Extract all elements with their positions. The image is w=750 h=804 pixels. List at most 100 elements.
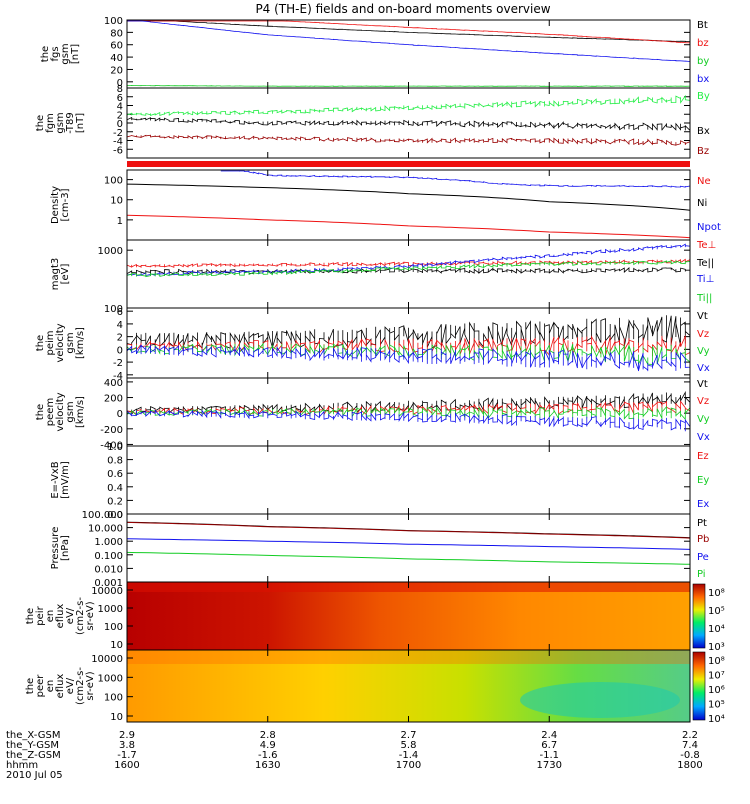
panel-10-ylabel-line: peer xyxy=(35,674,46,698)
spectrogram-band xyxy=(520,682,680,718)
panel-10-ylabel-line: sr-eV) xyxy=(85,671,96,700)
panel-3: Density [cm-3] 100 10 1 Ne Ni Npot xyxy=(50,169,721,241)
series-vx-line xyxy=(126,409,691,432)
series-ti-line xyxy=(126,260,691,278)
legend-entry-pi: Pi xyxy=(697,569,706,580)
panel-2-ylabel-line: fgm xyxy=(45,113,56,133)
panel-5-ylabel-line: the xyxy=(35,335,46,351)
legend-entry-npot: Npot xyxy=(697,222,721,233)
xaxis-value: -1.4 xyxy=(399,750,419,761)
legend-entry-by: by xyxy=(697,56,709,67)
legend-entry-ey: Ey xyxy=(697,475,709,486)
panel-2-ytick-label: 8 xyxy=(117,84,123,95)
panel-6-ytick-label: -200 xyxy=(100,425,123,436)
panel-10-ylabel-line: eV/ xyxy=(65,677,76,694)
series-vx-line xyxy=(126,344,691,373)
panel-2-ytick-label: 6 xyxy=(117,93,123,104)
xaxis-value: -1.1 xyxy=(539,750,559,761)
panel-3-ytick-label: 1 xyxy=(117,216,123,227)
panel-3-frame xyxy=(126,169,691,241)
legend-entry-bx: bx xyxy=(697,74,709,85)
legend-entry-ne: Ne xyxy=(697,176,711,187)
panel-1-ytick-label: 60 xyxy=(110,41,123,52)
colorbar-tick-label: 10⁸ xyxy=(708,656,725,667)
panel-7-ylabel-line: E=-VxB xyxy=(50,461,61,498)
colorbar-tick-label: 10⁷ xyxy=(708,671,725,682)
plot-title: P4 (TH-E) fields and on-board moments ov… xyxy=(255,2,550,16)
panel-9: the peir en eflux eV/(cm2-s-sr-eV) 10⁸ 10⁵ 10⁴ 1… xyxy=(25,581,725,653)
panel-7-ytick-label: 0.2 xyxy=(107,496,123,507)
panel-5: the peim velocity gsm [km/s] 6 4 20 -2 -4 Vt Vz Vy Vx xyxy=(35,307,710,382)
panel-5-ytick-label: 6 xyxy=(117,307,123,318)
xaxis-value: 4.9 xyxy=(260,740,276,751)
colorbar-tick-label: 10⁶ xyxy=(708,685,725,696)
panel-5-ylabel-line: [km/s] xyxy=(75,327,86,359)
panel-9-ylabel-line: eflux xyxy=(55,604,66,629)
panel-6-ytick-label: 400 xyxy=(104,378,123,389)
legend-entry-ti: Ti⊥ xyxy=(696,274,714,285)
series-pi-line xyxy=(126,551,691,565)
legend-entry-vx: Vx xyxy=(697,432,710,443)
series-by-line xyxy=(126,94,691,116)
series-vt-line xyxy=(126,315,691,349)
panel-2-ytick-label: -6 xyxy=(113,145,123,156)
legend-entry-vz: Vz xyxy=(697,396,709,407)
panel-6-ytick-label: 0 xyxy=(117,409,123,420)
xaxis-row-label: the_Z-GSM xyxy=(6,750,61,761)
panel-1-ytick-label: 40 xyxy=(110,53,123,64)
xaxis-value: 2.9 xyxy=(119,730,135,741)
panel-10: the peer en eflux eV/(cm2-s-sr-eV) 10⁸ 10⁷ 10⁶ 1… xyxy=(25,649,725,725)
xaxis-value: 1800 xyxy=(677,760,702,771)
legend-entry-te: Te⊥ xyxy=(696,240,716,251)
xaxis-value: 6.7 xyxy=(541,740,557,751)
legend-entry-ex: Ex xyxy=(697,499,709,510)
separator-bar xyxy=(127,161,690,167)
series-bx-line xyxy=(127,20,691,62)
xaxis-value: 2.4 xyxy=(541,730,557,741)
legend-entry-by: By xyxy=(697,91,710,102)
panel-9-ylabel-line: the xyxy=(25,608,36,624)
panel-5-ylabel-line: velocity xyxy=(55,323,66,362)
panel-9-ylabel-line: peir xyxy=(35,605,46,625)
xaxis-value: 3.8 xyxy=(119,740,135,751)
legend-entry-vx: Vx xyxy=(697,363,710,374)
xaxis-value: 1600 xyxy=(114,760,139,771)
xaxis-value: 2.8 xyxy=(260,730,276,741)
series-ne-line xyxy=(126,214,691,239)
legend-entry-ez: Ez xyxy=(697,451,709,462)
panel-7-ytick-label: 0.0 xyxy=(107,510,123,521)
colorbar-tick-label: 10⁸ xyxy=(708,588,725,599)
panel-2-ytick-label: 4 xyxy=(117,102,123,113)
panel-1-ylabel-line: the xyxy=(40,46,51,62)
colorbar-tick-label: 10⁵ xyxy=(708,606,725,617)
legend-entry-vt: Vt xyxy=(697,311,708,322)
panel-2-ylabel-line: the xyxy=(35,115,46,131)
series-bz-line xyxy=(127,20,691,44)
panel-1-ytick-label: 80 xyxy=(110,28,123,39)
xaxis-row-label: the_Y-GSM xyxy=(6,740,59,751)
xaxis-value: 1630 xyxy=(255,760,280,771)
spectrogram-1 xyxy=(127,582,690,650)
xaxis-value: 5.8 xyxy=(401,740,417,751)
panel-2-ytick-label: 2 xyxy=(117,110,123,121)
panel-10-ytick-label: 10000 xyxy=(91,654,123,665)
panel-1-ytick-label: 20 xyxy=(110,65,123,76)
panel-7-ytick-label: 0.8 xyxy=(107,456,123,467)
series-pb-line xyxy=(126,521,691,539)
panel-3-ylabel-line: [cm-3] xyxy=(60,188,71,221)
panel-1-ylabel-line: fgs xyxy=(50,46,61,61)
panel-6-ytick-label: 200 xyxy=(104,394,123,405)
panel-10-ytick-label: 1000 xyxy=(98,673,123,684)
panel-8-ytick-label: 100.000 xyxy=(82,510,123,521)
panel-8-ylabel-line: [nPa] xyxy=(60,535,71,561)
xaxis-row-label: hhmm xyxy=(6,760,38,771)
panel-9-ytick-label: 100 xyxy=(104,622,123,633)
panel-9-ylabel-line: (cm2-s- xyxy=(75,597,86,635)
legend-entry-vz: Vz xyxy=(697,329,709,340)
panel-8-ytick-label: 0.100 xyxy=(94,551,123,562)
legend-entry-bz: Bz xyxy=(697,146,709,157)
panel-6: the peem velocity gsm [km/s] 400 200 0 -200 -400 V… xyxy=(35,377,710,451)
